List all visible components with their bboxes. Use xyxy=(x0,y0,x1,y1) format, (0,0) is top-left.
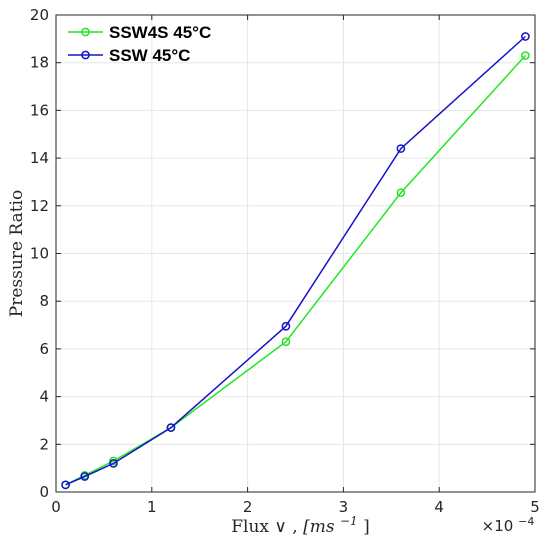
y-tick-label: 2 xyxy=(39,435,49,453)
y-axis-title: Pressure Ratio xyxy=(7,190,27,317)
x-axis-exponent-power: −4 xyxy=(518,515,534,528)
x-axis-title-text: Flux ∨ , xyxy=(231,517,297,537)
y-tick-label: 0 xyxy=(39,483,49,501)
x-axis-exponent-label: ×10 −4 xyxy=(482,515,535,536)
x-tick-label: 2 xyxy=(243,498,253,516)
series-line-ssw4s xyxy=(65,54,526,486)
y-tick-label: 4 xyxy=(39,388,49,406)
y-tick-label: 10 xyxy=(30,245,49,263)
y-tick-label: 14 xyxy=(30,149,49,167)
data-point-ssw xyxy=(109,459,118,468)
data-point-ssw xyxy=(521,32,530,41)
legend-label-ssw: SSW 45°C xyxy=(109,46,190,65)
x-axis-exponent-base: ×10 xyxy=(482,517,514,535)
legend-marker-ssw4s xyxy=(81,27,90,37)
data-point-ssw4s xyxy=(521,51,530,60)
y-tick-label: 18 xyxy=(30,54,49,72)
legend-marker-ssw xyxy=(81,50,90,60)
x-axis-unit: [ms xyxy=(303,517,335,537)
y-tick-label: 16 xyxy=(30,101,49,119)
data-point-ssw xyxy=(396,144,406,153)
x-tick-label: 0 xyxy=(51,498,61,516)
data-point-ssw xyxy=(281,321,291,331)
grid xyxy=(55,14,536,493)
legend-label-ssw4s: SSW4S 45°C xyxy=(109,23,211,42)
y-tick-label: 12 xyxy=(30,197,49,215)
series-line-ssw xyxy=(65,35,526,486)
y-tick-label: 6 xyxy=(39,340,49,358)
data-point-ssw4s xyxy=(281,337,291,347)
x-axis-unit-close: ] xyxy=(363,517,370,537)
x-axis-unit-exponent: −1 xyxy=(340,514,358,528)
x-tick-label: 1 xyxy=(147,498,157,516)
data-point-ssw4s xyxy=(396,188,406,198)
y-tick-label: 20 xyxy=(30,6,49,24)
legend: SSW4S 45°C SSW 45°C xyxy=(68,23,211,65)
x-tick-label: 4 xyxy=(434,498,444,516)
data-point-ssw xyxy=(61,480,70,490)
series-layer xyxy=(61,32,530,490)
data-point-ssw xyxy=(80,472,90,481)
x-axis-title: Flux ∨ , [ms −1 ] xyxy=(231,514,369,537)
x-tick-label: 3 xyxy=(339,498,349,516)
x-tick-label: 5 xyxy=(530,498,540,516)
y-tick-label: 8 xyxy=(39,292,49,310)
data-point-ssw xyxy=(166,423,176,432)
